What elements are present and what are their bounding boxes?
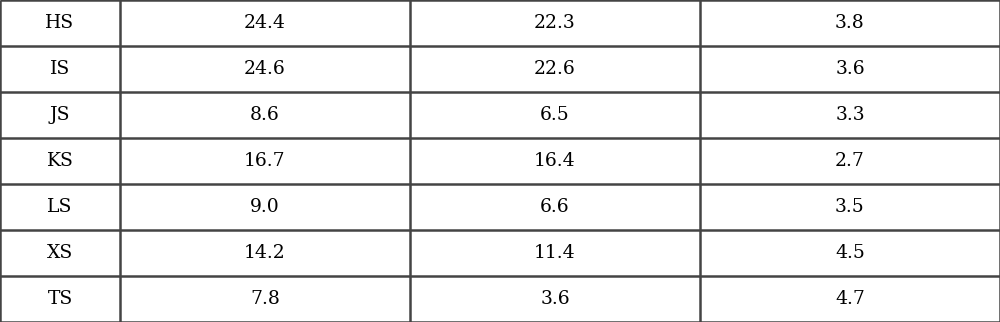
Text: 24.4: 24.4 [244, 14, 286, 32]
Text: 3.3: 3.3 [835, 106, 865, 124]
Text: HS: HS [45, 14, 75, 32]
Text: 6.5: 6.5 [540, 106, 570, 124]
Text: 6.6: 6.6 [540, 198, 570, 216]
Text: 9.0: 9.0 [250, 198, 280, 216]
Text: 14.2: 14.2 [244, 244, 286, 262]
Text: 16.4: 16.4 [534, 152, 576, 170]
Text: 3.6: 3.6 [540, 290, 570, 308]
Text: 3.8: 3.8 [835, 14, 865, 32]
Text: 2.7: 2.7 [835, 152, 865, 170]
Text: 3.6: 3.6 [835, 60, 865, 78]
Text: IS: IS [50, 60, 70, 78]
Text: JS: JS [50, 106, 70, 124]
Text: 7.8: 7.8 [250, 290, 280, 308]
Text: 3.5: 3.5 [835, 198, 865, 216]
Text: TS: TS [47, 290, 73, 308]
Text: 11.4: 11.4 [534, 244, 576, 262]
Text: 22.3: 22.3 [534, 14, 576, 32]
Text: 24.6: 24.6 [244, 60, 286, 78]
Text: 4.5: 4.5 [835, 244, 865, 262]
Text: 8.6: 8.6 [250, 106, 280, 124]
Text: 22.6: 22.6 [534, 60, 576, 78]
Text: 4.7: 4.7 [835, 290, 865, 308]
Text: LS: LS [47, 198, 73, 216]
Text: KS: KS [47, 152, 73, 170]
Text: 16.7: 16.7 [244, 152, 286, 170]
Text: XS: XS [47, 244, 73, 262]
